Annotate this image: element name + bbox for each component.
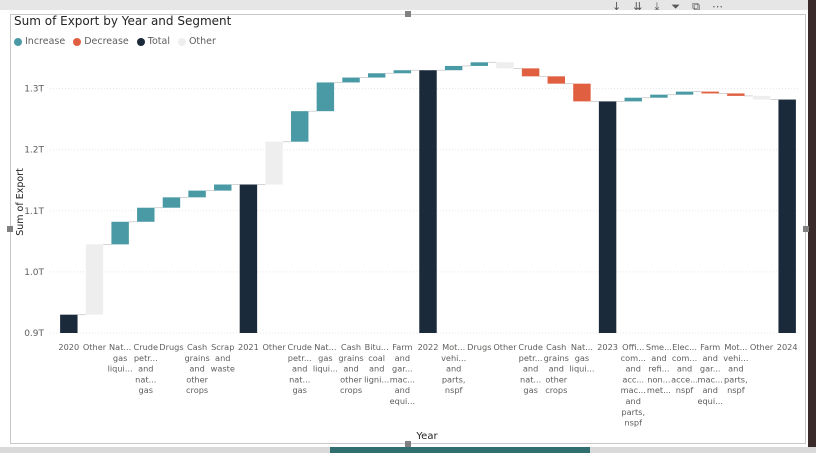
x-tick-label: Bitu... coal and ligni... <box>364 342 389 384</box>
bar-increase[interactable] <box>342 77 360 83</box>
expand-all-icon[interactable]: ⤓ <box>654 0 660 13</box>
x-tick-label: Crude petr... and nat... gas <box>287 342 312 395</box>
x-tick-label: Scrap and waste <box>211 342 235 374</box>
bar-decrease[interactable] <box>701 91 719 94</box>
legend-label-decrease: Decrease <box>84 36 129 47</box>
more-options-icon[interactable]: ⋯ <box>711 0 723 13</box>
bar-total[interactable] <box>598 101 617 333</box>
y-tick-label: 1.2T <box>24 146 44 156</box>
bar-total[interactable] <box>60 314 78 333</box>
bar-increase[interactable] <box>393 70 412 74</box>
focus-mode-icon[interactable]: ⧉ <box>692 0 700 13</box>
filter-icon[interactable]: ⏷ <box>671 0 681 13</box>
bar-decrease[interactable] <box>521 68 540 77</box>
x-tick-label: 2021 <box>238 342 259 352</box>
x-tick-label: Nat... gas liqui... <box>108 342 133 374</box>
y-axis-ticks: 0.9T 1.0T 1.1T 1.2T 1.3T <box>24 85 44 339</box>
legend-item-total[interactable]: Total <box>136 36 170 47</box>
chart-legend: Increase Decrease Total Other <box>14 36 216 47</box>
x-tick-label: Cash grains and other crops <box>544 342 569 395</box>
x-tick-label: Nat... gas liqui... <box>313 342 338 374</box>
bar-increase[interactable] <box>444 65 463 71</box>
y-tick-label: 1.1T <box>24 207 44 217</box>
bar-increase[interactable] <box>111 221 129 245</box>
bar-total[interactable] <box>778 99 796 333</box>
bar-increase[interactable] <box>624 97 642 102</box>
bar-other[interactable] <box>752 95 771 100</box>
x-tick-label: Crude petr... and nat... gas <box>134 342 159 395</box>
legend-label-increase: Increase <box>25 36 66 47</box>
x-tick-label: Farm and gar... mac... and equi... <box>390 342 416 406</box>
x-tick-label: Elec... com... and acce... nspf <box>671 342 698 395</box>
legend-item-decrease[interactable]: Decrease <box>73 36 129 47</box>
x-axis-ticks: 2020 Other Nat... gas liqui...Crude petr... an… <box>58 342 797 428</box>
bar-other[interactable] <box>265 141 283 185</box>
bar-increase[interactable] <box>650 94 668 98</box>
bar-increase[interactable] <box>291 111 309 142</box>
bar-decrease[interactable] <box>547 76 565 84</box>
bar-total[interactable] <box>419 70 437 333</box>
y-tick-label: 0.9T <box>24 329 44 339</box>
x-axis-label: Year <box>415 431 438 442</box>
x-tick-label: Crude petr... and nat... gas <box>518 342 543 395</box>
resize-handle-bottom[interactable] <box>405 441 411 447</box>
bars <box>60 62 796 333</box>
x-tick-label: 2020 <box>58 342 79 352</box>
bar-other[interactable] <box>85 244 104 315</box>
visual-header-toolbar: ↓ ⇊ ⤓ ⏷ ⧉ ⋯ <box>612 0 723 13</box>
legend-dot-other <box>177 37 186 46</box>
x-tick-label: 2022 <box>418 342 439 352</box>
x-tick-label: Farm and gar... mac... and equi... <box>697 342 723 406</box>
legend-item-other[interactable]: Other <box>177 36 216 47</box>
bar-other[interactable] <box>496 62 514 69</box>
chart-title: Sum of Export by Year and Segment <box>14 14 232 28</box>
x-tick-label: Drugs <box>159 342 183 352</box>
bar-increase[interactable] <box>162 197 181 208</box>
x-tick-label: Cash grains and other crops <box>338 342 363 395</box>
expand-down-icon[interactable]: ⇊ <box>633 0 643 13</box>
window-bottom-tab <box>330 447 590 453</box>
resize-handle-top[interactable] <box>405 11 411 17</box>
window-right-edge <box>808 0 816 453</box>
bar-decrease[interactable] <box>573 83 591 102</box>
x-tick-label: Offi... com... and acc... mac... and parts, nsp… <box>621 342 646 428</box>
bar-decrease[interactable] <box>727 93 745 96</box>
x-tick-label: Drugs <box>467 342 491 352</box>
x-tick-label: Other <box>493 342 517 352</box>
legend-dot-decrease <box>73 37 82 46</box>
legend-label-total: Total <box>147 36 170 47</box>
x-tick-label: Other <box>83 342 107 352</box>
x-tick-label: Sme... and refi... non... met... <box>646 342 672 395</box>
y-axis-label: Sum of Export <box>15 168 26 236</box>
bar-increase[interactable] <box>675 91 694 95</box>
x-tick-label: Nat... gas liqui... <box>569 342 594 374</box>
legend-dot-total <box>136 37 145 46</box>
x-tick-label: Other <box>750 342 774 352</box>
bar-increase[interactable] <box>470 62 489 66</box>
legend-label-other: Other <box>188 36 216 47</box>
legend-item-increase[interactable]: Increase <box>14 36 65 47</box>
bar-increase[interactable] <box>316 82 335 112</box>
y-tick-label: 1.3T <box>24 85 44 95</box>
x-tick-label: Mot... vehi... and parts, nspf <box>723 342 748 395</box>
x-tick-label: Cash grains and other crops <box>184 342 209 395</box>
window-top-strip <box>0 0 816 10</box>
bar-increase[interactable] <box>367 73 386 78</box>
x-tick-label: 2024 <box>777 342 798 352</box>
bar-increase[interactable] <box>188 190 206 198</box>
legend-dot-increase <box>14 37 22 46</box>
bar-total[interactable] <box>239 184 258 334</box>
connector-lines <box>77 61 779 316</box>
resize-handle-left[interactable] <box>7 226 13 232</box>
x-tick-label: Mot... vehi... and parts, nspf <box>441 342 466 395</box>
x-tick-label: 2023 <box>597 342 618 352</box>
bar-increase[interactable] <box>214 184 232 191</box>
drill-down-icon[interactable]: ↓ <box>612 0 622 13</box>
resize-handle-right[interactable] <box>803 226 809 232</box>
bar-increase[interactable] <box>137 207 155 222</box>
x-tick-label: Other <box>262 342 286 352</box>
y-tick-label: 1.0T <box>24 268 44 278</box>
